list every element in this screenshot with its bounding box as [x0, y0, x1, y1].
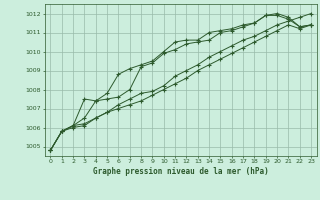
X-axis label: Graphe pression niveau de la mer (hPa): Graphe pression niveau de la mer (hPa): [93, 167, 269, 176]
